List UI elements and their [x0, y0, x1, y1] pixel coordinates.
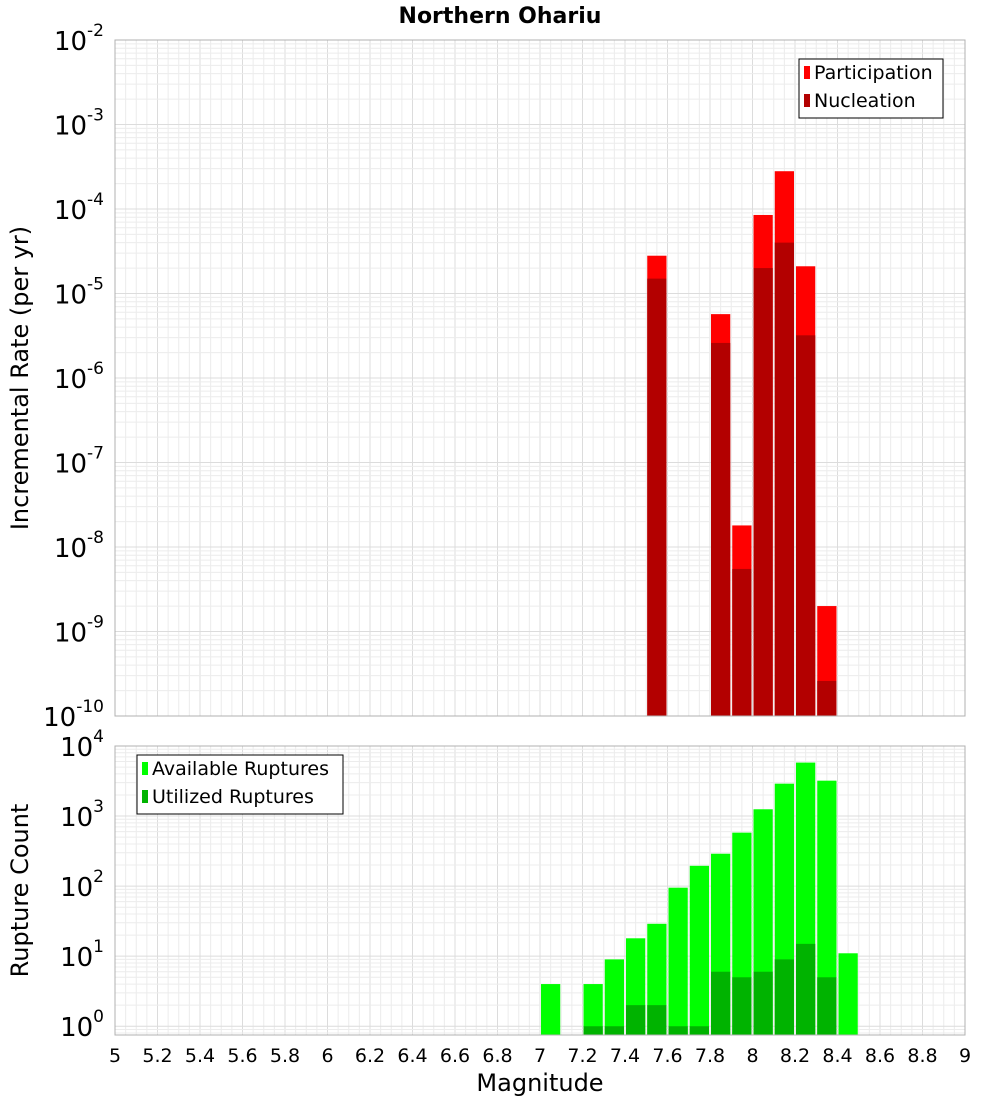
bar — [774, 242, 794, 717]
x-tick-label: 8.4 — [822, 1045, 852, 1067]
series-utilized-ruptures — [583, 943, 837, 1035]
bar — [689, 1026, 709, 1035]
x-tick-label: 6.6 — [440, 1045, 470, 1067]
bar — [604, 1026, 624, 1035]
y-tick-label: 102 — [60, 867, 104, 903]
x-tick-label: 8.2 — [780, 1045, 810, 1067]
legend-swatch — [142, 790, 148, 803]
x-tick-label: 6 — [321, 1045, 333, 1067]
bar — [732, 568, 752, 716]
bar — [647, 278, 667, 716]
series-nucleation — [647, 242, 837, 717]
legend: Participation Nucleation — [798, 58, 944, 119]
bar — [817, 780, 837, 1035]
y-tick-label: 10-3 — [54, 106, 104, 142]
bar — [583, 984, 603, 1035]
bar — [817, 680, 837, 716]
x-tick-label: 7 — [534, 1045, 546, 1067]
y-tick-label: 10-7 — [54, 444, 104, 480]
y-tick-label: 10-2 — [54, 21, 104, 57]
bar — [541, 984, 561, 1035]
bar — [796, 335, 816, 716]
x-tick-label: 6.2 — [355, 1045, 385, 1067]
x-tick-label: 5.6 — [227, 1045, 257, 1067]
legend-label: Participation — [814, 62, 933, 84]
bar — [753, 971, 773, 1035]
bar — [711, 971, 731, 1035]
x-tick-label: 5.8 — [270, 1045, 300, 1067]
x-tick-label: 7.8 — [695, 1045, 725, 1067]
x-tick-label: 8 — [746, 1045, 758, 1067]
bar — [796, 943, 816, 1035]
y-tick-label: 10-5 — [54, 275, 104, 311]
x-tick-label: 7.2 — [567, 1045, 597, 1067]
x-tick-label: 8.6 — [865, 1045, 895, 1067]
x-tick-label: 5.4 — [185, 1045, 215, 1067]
x-tick-label: 7.4 — [610, 1045, 640, 1067]
bar — [583, 1026, 603, 1035]
legend: Available Ruptures Utilized Ruptures — [136, 754, 344, 815]
x-tick-label: 7.6 — [652, 1045, 682, 1067]
y-tick-label: 10-9 — [54, 613, 104, 649]
legend-label: Nucleation — [814, 90, 916, 112]
bar — [753, 268, 773, 716]
y-tick-label: 10-4 — [54, 190, 104, 226]
legend-swatch — [804, 94, 810, 107]
chart-title: Northern Ohariu — [399, 4, 602, 29]
plot-border — [114, 745, 966, 1036]
chart-panel-2: 100 101 102 103 104 5 5.2 5.4 5.6 5.8 6 6.2 6.4 6.6 6.… — [6, 727, 971, 1097]
bar — [647, 1005, 667, 1035]
bar — [689, 865, 709, 1035]
y-tick-label: 10-6 — [54, 359, 104, 395]
y-tick-label: 100 — [60, 1007, 104, 1043]
x-tick-label: 5 — [109, 1045, 121, 1067]
bar — [604, 959, 624, 1035]
legend-swatch — [804, 66, 810, 79]
y-tick-label: 104 — [60, 727, 104, 763]
chart-panel-1: 10-10 10-9 10-8 10-7 10-6 10-5 10-4 10-3 10-2 Inc… — [6, 4, 966, 733]
y-axis-label: Incremental Rate (per yr) — [6, 226, 34, 530]
y-tick-label: 101 — [60, 937, 104, 973]
x-tick-label: 8.8 — [907, 1045, 937, 1067]
legend-label: Available Ruptures — [152, 758, 329, 780]
bar — [774, 959, 794, 1035]
bar — [817, 977, 837, 1035]
x-axis-label: Magnitude — [476, 1069, 603, 1097]
plot-border — [114, 39, 966, 717]
y-axis-label: Rupture Count — [6, 804, 34, 978]
bar — [626, 1005, 646, 1035]
y-tick-label: 10-10 — [43, 697, 104, 733]
x-tick-label: 9 — [959, 1045, 971, 1067]
bar — [668, 887, 688, 1035]
legend-label: Utilized Ruptures — [152, 786, 314, 808]
legend-box — [798, 58, 944, 119]
x-tick-label: 6.8 — [482, 1045, 512, 1067]
legend-swatch — [142, 762, 148, 775]
gridlines — [114, 39, 966, 717]
legend-box — [136, 754, 344, 815]
y-tick-label: 10-8 — [54, 528, 104, 564]
y-tick-label: 103 — [60, 797, 104, 833]
bar — [668, 1026, 688, 1035]
x-tick-label: 6.4 — [397, 1045, 427, 1067]
bar — [838, 953, 858, 1035]
bar — [732, 977, 752, 1035]
x-tick-label: 5.2 — [142, 1045, 172, 1067]
bar — [711, 342, 731, 716]
